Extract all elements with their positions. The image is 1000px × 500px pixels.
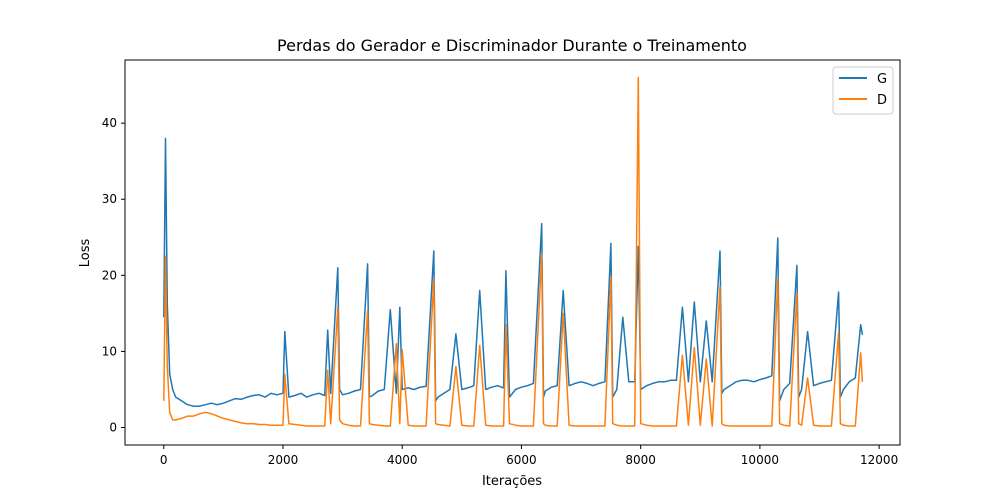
y-tick-label: 10 (102, 344, 117, 358)
series-line-g (163, 137, 864, 407)
y-tick-label: 20 (102, 268, 117, 282)
series-layer (163, 76, 864, 427)
x-axis-label: Iterações (482, 474, 542, 489)
legend: G D (832, 66, 894, 115)
x-tick-label: 12000 (860, 453, 898, 467)
y-tick-label: 30 (102, 192, 117, 206)
chart-title: Perdas do Gerador e Discriminador Durant… (277, 36, 747, 55)
x-tick-label: 10000 (741, 453, 779, 467)
y-axis-label: Loss (78, 239, 93, 268)
legend-label-g: G (877, 72, 887, 87)
x-axis: 0 2000 4000 6000 8000 10000 12000 (160, 445, 898, 467)
x-tick-label: 2000 (268, 453, 299, 467)
y-tick-label: 40 (102, 116, 117, 130)
series-line-d (163, 76, 864, 427)
y-axis: 0 10 20 30 40 (102, 116, 125, 435)
plot-frame (124, 59, 901, 446)
legend-label-d: D (877, 93, 887, 108)
x-tick-label: 6000 (506, 453, 537, 467)
x-tick-label: 4000 (387, 453, 418, 467)
y-tick-label: 0 (109, 421, 117, 435)
x-tick-label: 0 (160, 453, 168, 467)
x-tick-label: 8000 (625, 453, 656, 467)
